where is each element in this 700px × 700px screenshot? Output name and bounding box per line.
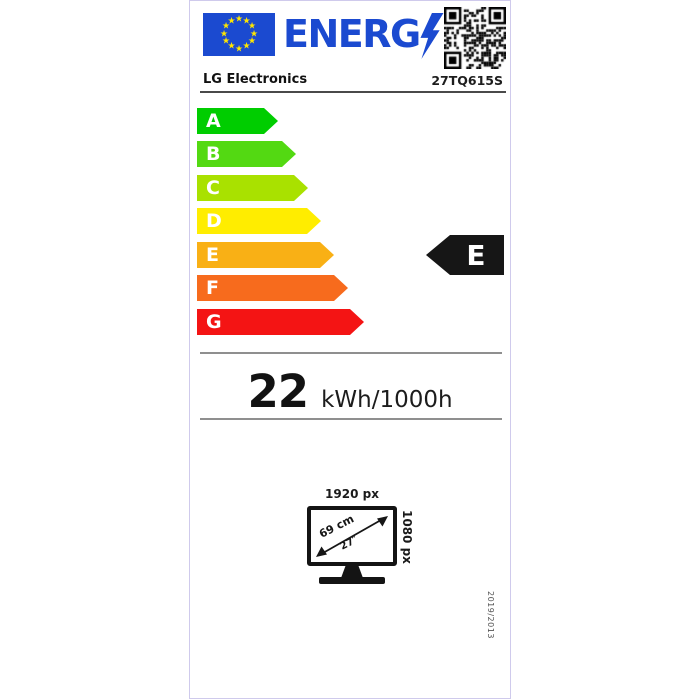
class-arrow-c: C [197, 175, 308, 201]
class-arrow-f: F [197, 275, 348, 301]
monitor-stand-base [319, 577, 385, 584]
class-arrow-e: E [197, 242, 334, 268]
lightning-bolt-icon [418, 13, 444, 59]
monitor-stand-neck [341, 565, 363, 578]
consumption-unit: kWh/1000h [321, 387, 453, 413]
eu-star-icon: ★ [249, 29, 259, 39]
eu-energy-label: ★ ★ ★ ★ ★ ★ ★ ★ ★ ★ ★ ★ ENERG LG Electronics 27TQ61… [189, 0, 511, 699]
header-divider-line [200, 91, 506, 93]
divider-line-top [200, 352, 502, 354]
eu-star-icon: ★ [221, 36, 231, 47]
supplier-name: LG Electronics [203, 72, 308, 87]
consumption-row: 22 kWh/1000h [190, 365, 510, 418]
energ-logo-text: ENERG [283, 12, 421, 56]
brand-row: LG Electronics 27TQ615S [200, 72, 506, 93]
rated-class-indicator: E [426, 235, 504, 275]
consumption-value: 22 [247, 365, 309, 418]
divider-line-bottom [200, 418, 502, 420]
eu-star-icon: ★ [234, 44, 244, 54]
vertical-resolution-label: 1080 px [400, 510, 414, 564]
eu-star-icon: ★ [227, 41, 236, 52]
eu-star-icon: ★ [219, 29, 229, 39]
eu-star-icon: ★ [242, 41, 251, 52]
regulation-reference: 2019/2013 [486, 591, 495, 639]
class-arrow-g: G [197, 309, 364, 335]
class-arrow-d: D [197, 208, 321, 234]
class-arrow-b: B [197, 141, 296, 167]
eu-star-icon: ★ [247, 36, 257, 47]
class-arrow-a: A [197, 108, 278, 134]
model-identifier: 27TQ615S [431, 73, 503, 88]
diagonal-arrow-icon [316, 516, 388, 557]
qr-code [444, 7, 506, 69]
eu-star-icon: ★ [227, 16, 236, 26]
horizontal-resolution-label: 1920 px [325, 487, 379, 501]
eu-star-icon: ★ [221, 21, 231, 32]
eu-star-icon: ★ [242, 16, 251, 26]
eu-flag-icon: ★ ★ ★ ★ ★ ★ ★ ★ ★ ★ ★ ★ [203, 13, 275, 56]
eu-star-icon: ★ [234, 14, 244, 24]
monitor-pictogram: 69 cm 27″ [307, 506, 397, 566]
eu-star-icon: ★ [247, 21, 257, 32]
